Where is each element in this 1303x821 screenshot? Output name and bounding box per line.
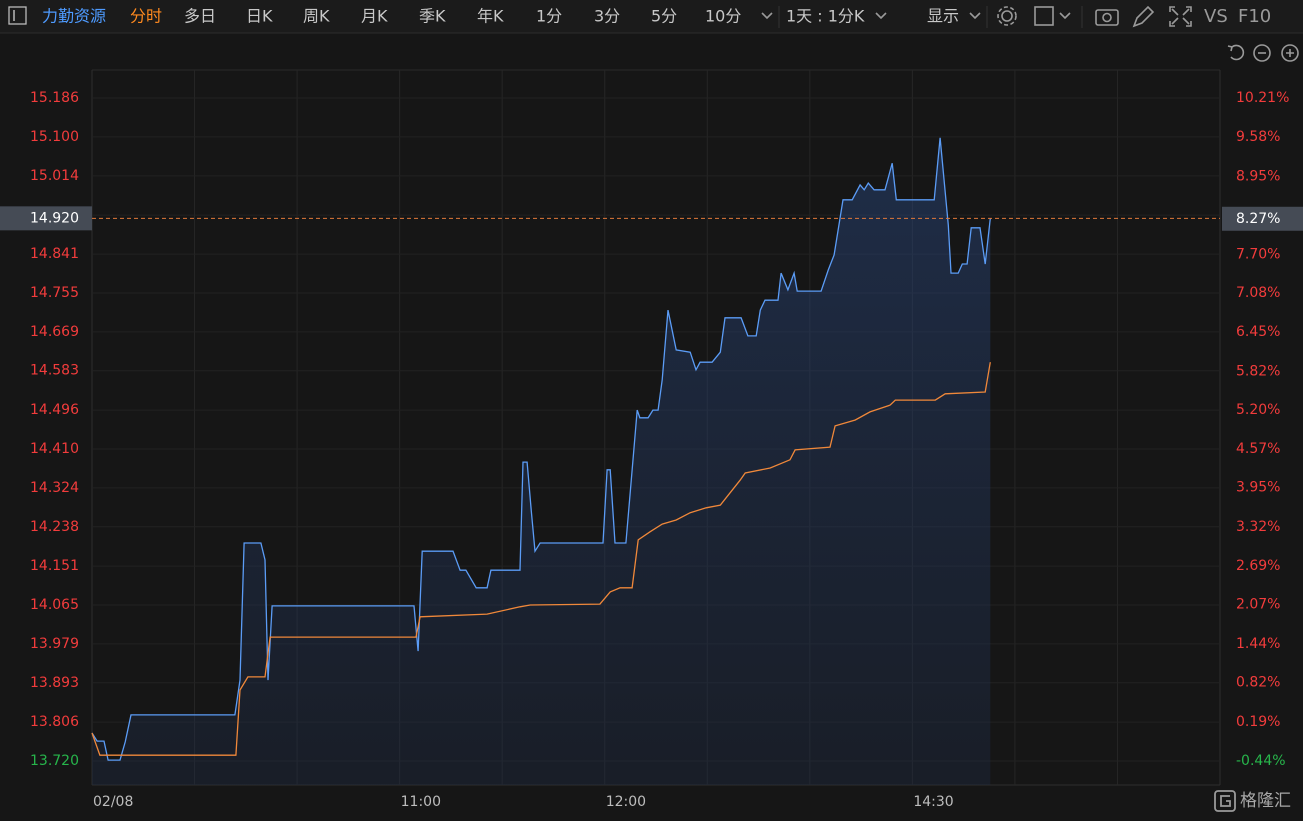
watermark: 格隆汇 (1240, 791, 1291, 811)
y2-tick-label: 7.70% (1236, 246, 1280, 262)
watermark-logo (1214, 790, 1236, 812)
y-tick-label: 14.496 (30, 402, 79, 418)
y2-tick-label: 2.07% (1236, 597, 1280, 613)
display-chevron[interactable] (969, 12, 981, 20)
y-tick-label: 14.841 (30, 246, 79, 262)
y2-tick-label: 6.45% (1236, 324, 1280, 340)
x-tick-label: 02/08 (93, 794, 133, 810)
tab[interactable]: 日K (246, 7, 273, 26)
y2-tick-label: 4.57% (1236, 441, 1280, 457)
tab[interactable]: 3分 (594, 7, 620, 26)
f10-button[interactable]: F10 (1238, 6, 1271, 27)
last-change-box (1222, 206, 1303, 231)
y2-tick-label: 0.82% (1236, 675, 1280, 691)
y-tick-label: 13.806 (30, 714, 79, 730)
y-tick-label: 13.979 (30, 636, 79, 652)
x-tick-label: 12:00 (606, 794, 646, 810)
more-chevron[interactable] (761, 12, 773, 20)
price-area (92, 137, 991, 786)
color-box-icon[interactable] (1034, 6, 1054, 26)
y2-tick-label: 10.21% (1236, 90, 1289, 106)
y-tick-label: 15.014 (30, 168, 79, 184)
y2-tick-label: 3.32% (1236, 519, 1280, 535)
y-tick-label: 14.151 (30, 558, 79, 574)
tab[interactable]: 多日 (184, 7, 216, 26)
reset-icon[interactable] (1227, 44, 1245, 61)
color-chevron[interactable] (1059, 12, 1071, 20)
tab[interactable]: 周K (303, 7, 330, 26)
zoom-in-icon[interactable] (1281, 44, 1299, 62)
tab[interactable]: 1分 (536, 7, 562, 26)
y-tick-label: 14.583 (30, 363, 79, 379)
y2-tick-label: 5.82% (1236, 363, 1280, 379)
x-tick-label: 11:00 (401, 794, 441, 810)
y2-tick-label: 8.95% (1236, 168, 1280, 184)
y-tick-label: 13.720 (30, 753, 79, 769)
period-selector[interactable]: 1天 : 1分K (786, 7, 865, 26)
toolbar (0, 0, 1303, 33)
y2-tick-label: 7.08% (1236, 285, 1280, 301)
last-price-box (0, 206, 92, 231)
price-line (91, 137, 991, 761)
average-line (91, 362, 991, 756)
tab[interactable]: 月K (361, 7, 388, 26)
y2-tick-label: 1.44% (1236, 636, 1280, 652)
fullscreen-icon[interactable] (1169, 6, 1192, 27)
stock-name[interactable]: 力勤资源 (42, 7, 106, 26)
tab[interactable]: 季K (419, 7, 446, 26)
y-tick-label: 15.186 (30, 90, 79, 106)
tab[interactable]: 5分 (651, 7, 677, 26)
y-tick-label: 14.669 (30, 324, 79, 340)
period-chevron[interactable] (875, 12, 887, 20)
y2-tick-label: 9.58% (1236, 129, 1280, 145)
y-tick-label: 14.410 (30, 441, 79, 457)
y-tick-label: 14.755 (30, 285, 79, 301)
display-menu[interactable]: 显示 (927, 7, 959, 26)
tab[interactable]: 10分 (705, 7, 741, 26)
plot: 02/08 11:00 12:00 14:30 15.186 15.100 15.014 14… (0, 69, 1303, 810)
settings-icon[interactable] (1001, 10, 1013, 22)
y2-tick-label: -0.44% (1236, 753, 1286, 769)
camera-lens (1102, 12, 1112, 23)
zoom-out-icon[interactable] (1253, 44, 1271, 62)
y2-tick-label: 3.95% (1236, 480, 1280, 496)
y2-tick-label: 2.69% (1236, 558, 1280, 574)
y-tick-label: 13.893 (30, 675, 79, 691)
y-tick-label: 15.100 (30, 129, 79, 145)
zoom-in-plus (1286, 49, 1294, 57)
watermark-logo-mark (1220, 795, 1231, 807)
settings-icon-ring (997, 6, 1017, 26)
x-tick-label: 14:30 (913, 794, 953, 810)
tabs: 分时 多日 日K 周K 月K 季K 年K 1分 3分 5分 10分 (130, 7, 741, 26)
tab[interactable]: 分时 (130, 7, 162, 26)
y-tick-label: 14.065 (30, 597, 79, 613)
last-price-label: 14.920 (30, 210, 79, 226)
y-tick-label: 14.238 (30, 519, 79, 535)
y2-tick-label: 5.20% (1236, 402, 1280, 418)
tab[interactable]: 年K (477, 7, 504, 26)
last-change-label: 8.27% (1236, 211, 1280, 227)
y2-tick-label: 0.19% (1236, 714, 1280, 730)
camera-icon[interactable] (1095, 9, 1119, 26)
y-tick-label: 14.324 (30, 480, 79, 496)
draw-icon[interactable] (1132, 5, 1155, 28)
menu-icon[interactable] (8, 6, 27, 25)
vs-button[interactable]: VS (1204, 6, 1228, 27)
